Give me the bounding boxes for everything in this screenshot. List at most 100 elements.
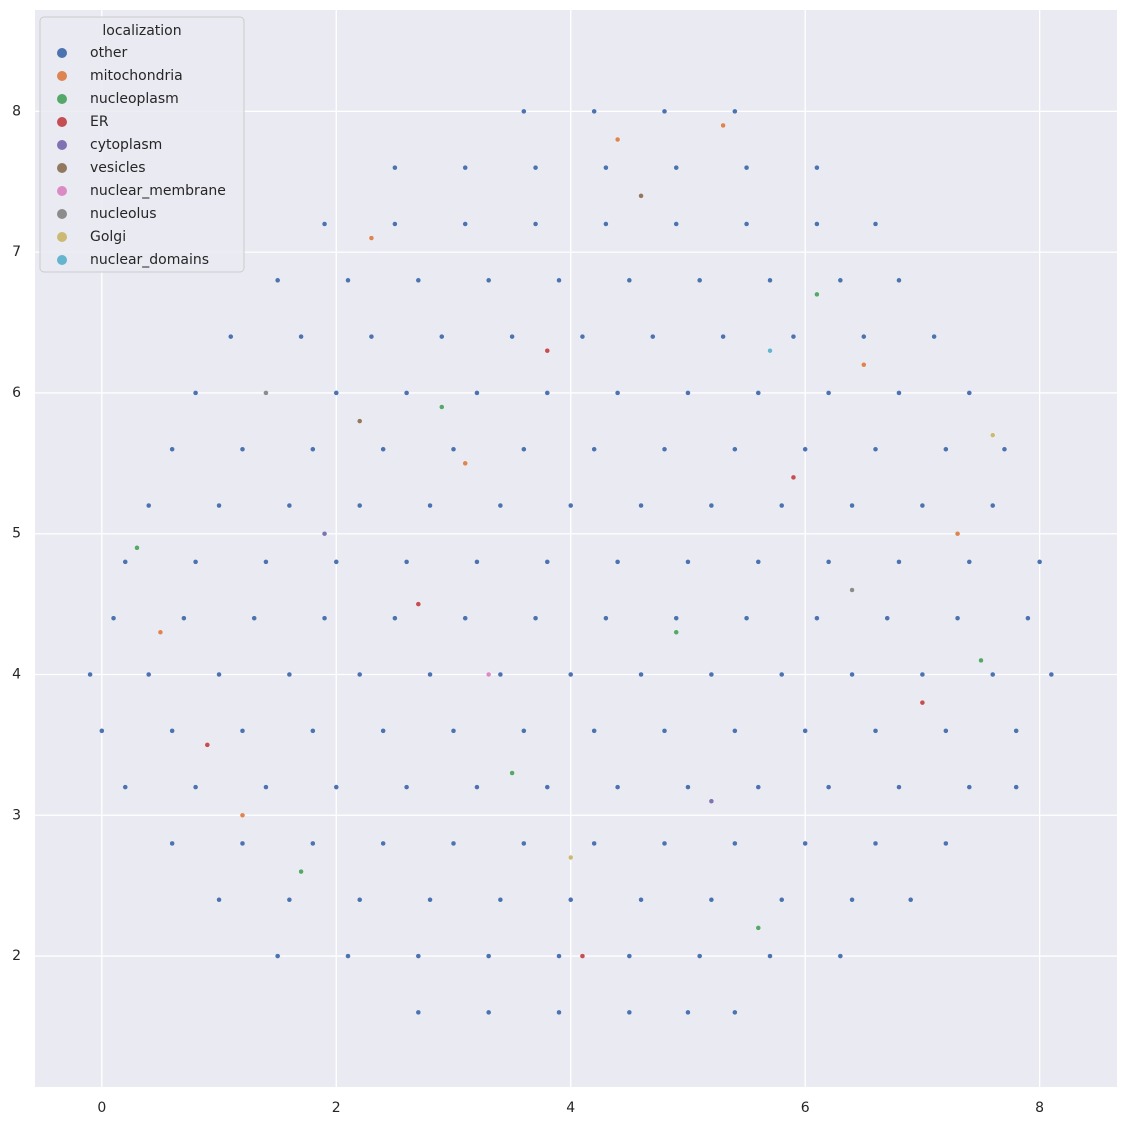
point [1013, 784, 1019, 790]
point [825, 390, 832, 396]
legend-marker [57, 255, 67, 265]
point [919, 502, 926, 509]
point [122, 784, 128, 790]
point [298, 333, 304, 340]
point [286, 897, 293, 903]
point [849, 502, 855, 509]
point [99, 728, 105, 734]
point [579, 333, 586, 340]
point [814, 615, 820, 621]
point [626, 953, 633, 959]
point [825, 784, 832, 790]
point [568, 671, 574, 678]
y-tick-label: 3 [12, 807, 21, 823]
point [274, 953, 281, 959]
point [732, 728, 738, 734]
point [919, 699, 926, 706]
x-tick-label: 4 [566, 1100, 575, 1116]
point [357, 418, 363, 424]
point [497, 502, 504, 509]
point [966, 784, 972, 790]
point [779, 671, 785, 678]
point [732, 446, 738, 452]
point [392, 615, 398, 621]
legend-title: localization [102, 23, 181, 39]
point [509, 770, 515, 776]
point [779, 502, 785, 509]
point [403, 559, 410, 565]
legend-marker [57, 163, 67, 173]
point [732, 840, 738, 847]
point [521, 108, 527, 115]
point [568, 502, 574, 509]
point [485, 277, 492, 284]
point [462, 615, 468, 621]
point [427, 671, 433, 678]
point [169, 728, 175, 734]
point [603, 164, 609, 171]
point [415, 277, 422, 284]
point [415, 601, 422, 607]
point [333, 559, 339, 565]
point [415, 953, 422, 959]
legend-marker [57, 232, 67, 242]
point [544, 390, 550, 396]
point [638, 671, 644, 678]
legend-box [39, 16, 245, 273]
point [743, 221, 750, 227]
point [204, 742, 211, 748]
legend-marker [57, 71, 67, 81]
point [251, 615, 257, 621]
y-tick-label: 6 [12, 385, 21, 401]
point [216, 897, 222, 903]
point [333, 390, 339, 396]
point [392, 221, 398, 227]
point [403, 784, 410, 790]
point [544, 347, 550, 354]
point [134, 545, 140, 551]
point [802, 840, 808, 847]
point [462, 460, 468, 467]
point [650, 333, 656, 340]
point [556, 277, 562, 284]
point [521, 728, 527, 734]
point [568, 897, 574, 903]
point [837, 953, 844, 959]
point [814, 291, 820, 298]
point [497, 897, 504, 903]
point [790, 333, 797, 340]
legend-label: nucleolus [90, 206, 157, 222]
point [1036, 559, 1043, 565]
y-tick-label: 8 [12, 103, 21, 119]
point [849, 587, 855, 593]
point [685, 1009, 691, 1016]
point [450, 728, 457, 734]
point [485, 1009, 492, 1016]
point [146, 671, 152, 678]
point [814, 164, 820, 171]
point [462, 221, 468, 227]
point [884, 615, 890, 621]
point [239, 446, 246, 452]
point [427, 502, 433, 509]
point [146, 502, 152, 509]
point [943, 446, 949, 452]
point [614, 784, 621, 790]
point [556, 1009, 562, 1016]
point [1048, 671, 1055, 678]
point [298, 868, 304, 875]
point [310, 840, 316, 847]
point [638, 502, 644, 509]
point [239, 840, 246, 847]
point [321, 221, 328, 227]
point [181, 615, 187, 621]
legend-label: cytoplasm [90, 137, 162, 153]
point [333, 784, 339, 790]
point [157, 629, 164, 635]
point [696, 953, 703, 959]
point [767, 347, 773, 354]
legend-label: ER [90, 114, 109, 130]
point [521, 446, 527, 452]
point [591, 108, 597, 115]
